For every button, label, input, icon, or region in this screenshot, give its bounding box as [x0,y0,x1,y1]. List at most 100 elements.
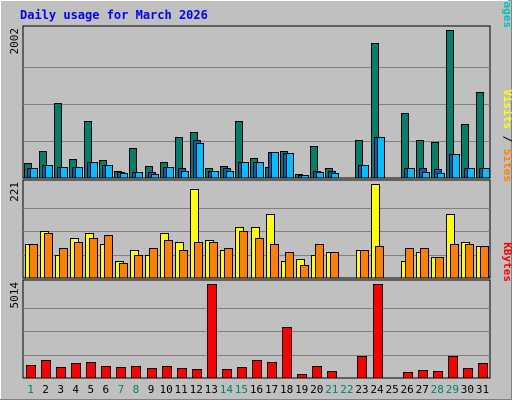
panel-hits: 2002 Hits / Files / Pages [8,0,512,179]
bar-kbytes-day-13 [207,284,217,379]
day-label: 27 [416,383,429,396]
day-label: 11 [175,383,188,396]
bar-kbytes-day-28 [433,371,443,379]
bar-kbytes-day-1 [26,365,36,379]
day-label: 2 [42,383,49,396]
bar-kbytes-day-24 [373,284,383,379]
bar-kbytes-day-14 [222,369,232,379]
bar-pages-day-24 [377,137,385,179]
bar-kbytes-day-21 [327,371,337,379]
bar-sites-day-7 [119,263,128,279]
bar-pages-day-13 [211,171,219,179]
day-label: 22 [340,383,353,396]
bar-pages-day-12 [196,143,204,179]
day-label: 29 [446,383,459,396]
bar-pages-day-28 [437,173,445,179]
bar-sites-day-12 [194,242,203,279]
y-max-label: 5014 [8,282,21,309]
bar-pages-day-23 [361,165,369,179]
panel-legend: Visits / Sites [501,89,512,182]
bar-sites-day-16 [255,238,264,279]
bar-hits-day-31 [476,92,484,179]
bar-sites-day-6 [104,235,113,279]
day-label: 8 [133,383,140,396]
bar-sites-day-2 [44,233,53,279]
bar-sites-day-10 [164,240,173,279]
bar-kbytes-day-7 [116,367,126,379]
day-label: 12 [190,383,203,396]
day-label: 4 [72,383,79,396]
bar-sites-day-24 [375,246,384,279]
bar-hits-day-3 [54,103,62,179]
bar-sites-day-1 [29,244,38,279]
bar-pages-day-31 [482,168,490,179]
bar-pages-day-19 [301,175,309,179]
bar-kbytes-day-11 [177,368,187,379]
bar-sites-day-23 [360,250,369,279]
y-max-label: 2002 [8,28,21,55]
bar-sites-day-8 [134,255,143,279]
day-label: 13 [205,383,218,396]
bar-sites-day-26 [405,248,414,279]
bar-kbytes-day-10 [162,366,172,379]
day-label: 16 [250,383,263,396]
bar-pages-day-3 [60,167,68,179]
bar-sites-day-19 [300,265,309,279]
day-label: 17 [265,383,278,396]
day-label: 21 [325,383,338,396]
bar-pages-day-14 [226,171,234,179]
panel-legend: KBytes [501,242,512,282]
bar-sites-day-4 [74,242,83,279]
day-label: 20 [310,383,323,396]
panel-legend: Hits / Files / Pages [501,0,512,28]
panel-visits: 221 Visits / Sites [8,89,512,279]
bar-pages-day-5 [90,162,98,179]
bar-pages-day-29 [452,154,460,179]
bar-sites-day-17 [270,244,279,279]
bar-pages-day-10 [166,167,174,179]
bar-pages-day-27 [422,172,430,179]
chart-title: Daily usage for March 2026 [20,8,208,22]
legend-entry: Pages [501,0,512,28]
bar-kbytes-day-6 [101,366,111,379]
day-label: 31 [476,383,489,396]
bar-sites-day-29 [450,244,459,279]
bar-kbytes-day-23 [357,356,367,379]
series-pages [30,137,490,179]
bar-kbytes-day-20 [312,366,322,379]
bar-sites-day-9 [149,248,158,279]
panel-kbytes: 5014 KBytes [8,242,512,379]
day-label: 25 [385,383,398,396]
day-label: 5 [87,383,94,396]
bar-pages-day-6 [105,165,113,179]
bar-pages-day-26 [407,168,415,179]
bar-pages-day-2 [45,165,53,179]
series-sites [29,231,489,279]
y-max-label: 221 [8,182,21,202]
bar-kbytes-day-15 [237,367,247,379]
bar-pages-day-8 [135,172,143,179]
day-label: 7 [118,383,125,396]
bar-kbytes-day-31 [478,363,488,379]
bar-pages-day-4 [75,167,83,179]
bar-pages-day-18 [286,153,294,179]
bar-sites-day-27 [420,248,429,279]
bar-kbytes-day-17 [267,362,277,379]
bar-pages-day-30 [467,168,475,179]
bar-pages-day-11 [181,171,189,179]
day-label: 15 [235,383,248,396]
bar-pages-day-16 [256,162,264,179]
bar-kbytes-day-29 [448,356,458,379]
day-label: 14 [220,383,234,396]
bar-sites-day-3 [59,248,68,279]
bar-sites-day-28 [435,257,444,279]
bar-pages-day-7 [120,173,128,179]
day-label: 28 [431,383,444,396]
bar-sites-day-30 [465,244,474,279]
bar-kbytes-day-8 [131,366,141,379]
series-kbytes [26,284,488,379]
legend-entry: KBytes [501,242,512,282]
bar-pages-day-21 [331,173,339,179]
bar-pages-day-17 [271,152,279,179]
